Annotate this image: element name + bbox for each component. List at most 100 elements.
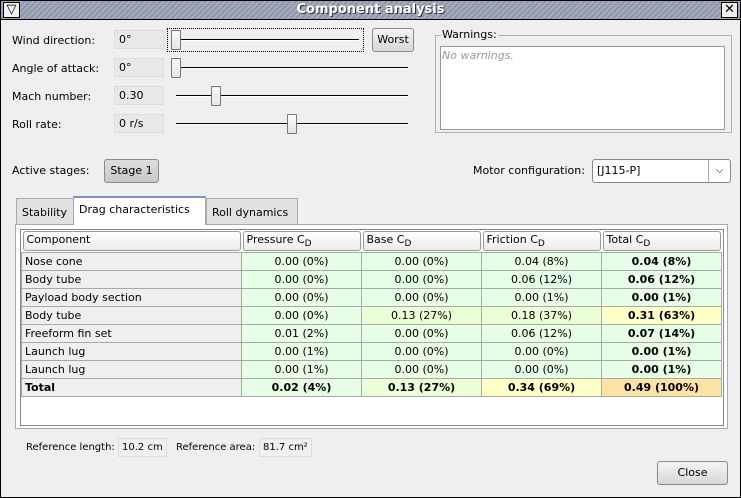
table-row[interactable]: Body tube 0.00 (0%) 0.00 (0%) 0.06 (12%) 0.0… xyxy=(21,270,722,289)
worst-button[interactable]: Worst xyxy=(372,28,414,52)
cd-cell: 0.00 (0%) xyxy=(361,288,482,307)
tab-roll-dynamics[interactable]: Roll dynamics xyxy=(206,198,298,225)
focus-indicator xyxy=(167,28,364,52)
cd-cell: 0.01 (2%) xyxy=(241,324,362,343)
table-row[interactable]: Launch lug 0.00 (1%) 0.00 (0%) 0.00 (0%) 0.0… xyxy=(21,342,722,361)
close-x-icon: ✕ xyxy=(724,2,735,17)
cd-cell: 0.00 (1%) xyxy=(241,360,362,379)
slider-track[interactable] xyxy=(179,67,408,69)
component-cell: Launch lug xyxy=(21,342,242,361)
slider-thumb[interactable] xyxy=(171,30,181,50)
motor-config-combobox[interactable]: [J115-P] ⌵ xyxy=(592,159,731,183)
cd-cell: 0.04 (8%) xyxy=(481,252,602,271)
cd-cell: 0.02 (4%) xyxy=(241,378,362,397)
control-label: Roll rate: xyxy=(12,118,62,131)
slider-thumb[interactable] xyxy=(211,86,222,106)
cd-cell: 0.13 (27%) xyxy=(361,306,482,325)
component-cell: Payload body section xyxy=(21,288,242,307)
reference-area-label: Reference area: xyxy=(176,442,256,453)
cd-cell: 0.18 (37%) xyxy=(481,306,602,325)
active-stages-label: Active stages: xyxy=(12,164,90,177)
column-header[interactable]: Component xyxy=(22,230,242,253)
cd-cell: 0.00 (1%) xyxy=(481,288,602,307)
stage-1-toggle[interactable]: Stage 1 xyxy=(104,159,159,183)
table-row[interactable]: Freeform fin set 0.01 (2%) 0.00 (0%) 0.06 (… xyxy=(21,324,722,343)
component-cell: Body tube xyxy=(21,270,242,289)
cd-cell: 0.00 (0%) xyxy=(481,342,602,361)
header-text: Total C xyxy=(606,233,644,246)
cd-cell: 0.00 (0%) xyxy=(241,306,362,325)
control-value-field[interactable]: 0° xyxy=(114,30,164,49)
control-label: Angle of attack: xyxy=(12,62,100,75)
control-value-field[interactable]: 0 r/s xyxy=(114,114,164,133)
slider-track[interactable] xyxy=(179,39,359,41)
control-label: Mach number: xyxy=(12,90,92,103)
column-header[interactable]: Total CD xyxy=(602,230,722,253)
warnings-title: Warnings: xyxy=(441,28,498,41)
window-title: Component analysis xyxy=(296,2,445,17)
drag-table-container: Component Pressure CD Base CD Friction CD To… xyxy=(20,229,724,426)
slider-track[interactable] xyxy=(176,95,408,97)
cd-cell: 0.00 (1%) xyxy=(241,342,362,361)
slider-thumb[interactable] xyxy=(171,58,181,78)
table-row[interactable]: Body tube 0.00 (0%) 0.13 (27%) 0.18 (37%) 0.… xyxy=(21,306,722,325)
header-text: Friction C xyxy=(486,233,538,246)
title-bar[interactable]: ▽ Component analysis ✕ xyxy=(1,1,740,20)
control-value-field[interactable]: 0.30 xyxy=(114,86,164,105)
table-row[interactable]: Launch lug 0.00 (1%) 0.00 (0%) 0.00 (0%) 0.0… xyxy=(21,360,722,379)
tab-stability[interactable]: Stability xyxy=(16,198,74,225)
reference-area-value: 81.7 cm² xyxy=(259,438,312,457)
component-cell: Body tube xyxy=(21,306,242,325)
cd-cell: 0.00 (0%) xyxy=(361,270,482,289)
cd-cell: 0.00 (1%) xyxy=(601,342,722,361)
tab-panel: Component Pressure CD Base CD Friction CD To… xyxy=(15,224,728,429)
cd-cell: 0.00 (0%) xyxy=(361,252,482,271)
motor-config-value: [J115-P] xyxy=(597,164,641,177)
column-header[interactable]: Pressure CD xyxy=(242,230,362,253)
cd-cell: 0.00 (0%) xyxy=(241,252,362,271)
reference-length-value: 10.2 cm xyxy=(118,438,167,457)
cd-cell: 0.06 (12%) xyxy=(601,270,722,289)
slider-thumb[interactable] xyxy=(287,114,297,134)
table-row[interactable]: Nose cone 0.00 (0%) 0.00 (0%) 0.04 (8%) 0.04… xyxy=(21,252,722,271)
cd-cell: 0.13 (27%) xyxy=(361,378,482,397)
component-cell: Total xyxy=(21,378,242,397)
cd-cell: 0.00 (1%) xyxy=(601,288,722,307)
header-text: Pressure C xyxy=(246,233,305,246)
component-cell: Freeform fin set xyxy=(21,324,242,343)
header-subscript: D xyxy=(537,239,545,250)
header-text: Component xyxy=(26,233,91,246)
warnings-text[interactable]: No warnings. xyxy=(440,46,725,130)
cd-cell: 0.00 (1%) xyxy=(601,360,722,379)
cd-cell: 0.07 (14%) xyxy=(601,324,722,343)
triangle-down-icon: ▽ xyxy=(6,2,17,17)
column-header[interactable]: Base CD xyxy=(362,230,482,253)
window-close-button[interactable]: ✕ xyxy=(721,2,738,18)
chevron-down-icon[interactable]: ⌵ xyxy=(708,160,730,182)
tab-drag-characteristics[interactable]: Drag characteristics xyxy=(73,196,206,225)
close-button[interactable]: Close xyxy=(657,461,728,485)
motor-config-label: Motor configuration: xyxy=(473,164,585,177)
component-cell: Launch lug xyxy=(21,360,242,379)
table-row[interactable]: Payload body section 0.00 (0%) 0.00 (0%) 0.… xyxy=(21,288,722,307)
header-subscript: D xyxy=(304,239,312,250)
header-subscript: D xyxy=(643,239,651,250)
window-menu-button[interactable]: ▽ xyxy=(3,2,20,18)
cd-cell: 0.49 (100%) xyxy=(601,378,722,397)
cd-cell: 0.31 (63%) xyxy=(601,306,722,325)
header-text: Base C xyxy=(366,233,405,246)
cd-cell: 0.00 (0%) xyxy=(361,360,482,379)
cd-cell: 0.00 (0%) xyxy=(241,270,362,289)
cd-cell: 0.00 (0%) xyxy=(481,360,602,379)
total-row[interactable]: Total 0.02 (4%) 0.13 (27%) 0.34 (69%) 0.49 (… xyxy=(21,378,722,397)
control-value-field[interactable]: 0° xyxy=(114,58,164,77)
warnings-group xyxy=(435,35,732,133)
cd-cell: 0.00 (0%) xyxy=(361,342,482,361)
cd-cell: 0.06 (12%) xyxy=(481,270,602,289)
reference-length-label: Reference length: xyxy=(26,442,115,453)
control-label: Wind direction: xyxy=(12,34,96,47)
cd-cell: 0.04 (8%) xyxy=(601,252,722,271)
column-header[interactable]: Friction CD xyxy=(482,230,602,253)
header-subscript: D xyxy=(404,239,412,250)
